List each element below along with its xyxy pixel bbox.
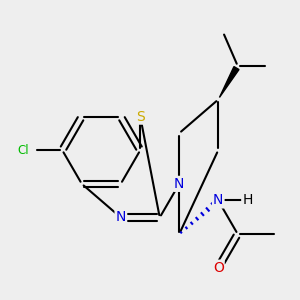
Text: N: N [213, 194, 224, 207]
Text: H: H [242, 194, 253, 207]
Text: Cl: Cl [17, 144, 29, 157]
Polygon shape [219, 67, 239, 98]
Text: O: O [213, 261, 224, 275]
Text: N: N [116, 211, 126, 224]
Text: N: N [174, 177, 184, 191]
Text: S: S [136, 110, 145, 124]
